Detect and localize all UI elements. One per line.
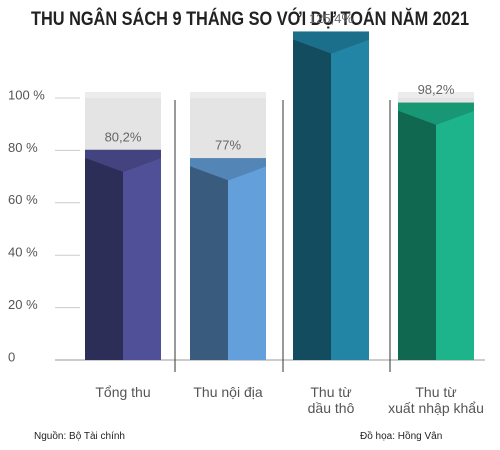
track-cap — [85, 92, 161, 98]
source: Nguồn: Bộ Tài chính — [34, 431, 125, 442]
bar-top — [190, 158, 266, 181]
x-tick-label: Thu từ dầu thô — [307, 384, 355, 416]
track-cap — [398, 92, 474, 98]
value-label: 98,2% — [418, 82, 455, 97]
y-tick-label: 40 % — [8, 245, 38, 260]
y-tick-label: 80 % — [8, 140, 38, 155]
y-tick-label: 60 % — [8, 192, 38, 207]
bar-face — [331, 39, 369, 361]
value-label: 77% — [215, 138, 241, 153]
y-tick-label: 100 % — [8, 87, 45, 102]
value-label: 125,4% — [309, 11, 354, 26]
chart-title: THU NGÂN SÁCH 9 THÁNG SO VỚI DỰ TOÁN NĂM… — [31, 7, 469, 30]
bar-top — [293, 31, 369, 54]
bar-face — [123, 157, 161, 360]
bar-top — [398, 102, 474, 125]
value-label: 80,2% — [105, 129, 142, 144]
x-tick-label: Tổng thu — [95, 384, 151, 400]
bar-face — [436, 110, 474, 360]
y-tick-label: 20 % — [8, 297, 38, 312]
bar-top — [85, 149, 161, 172]
x-tick-label: Thu nội địa — [193, 384, 263, 400]
x-tick-label: Thu từ xuất nhập khẩu — [388, 384, 484, 416]
track-cap — [190, 92, 266, 98]
credit: Đồ họa: Hồng Vân — [360, 431, 443, 442]
y-tick-label: 0 — [8, 349, 15, 364]
bar-face — [228, 166, 266, 360]
